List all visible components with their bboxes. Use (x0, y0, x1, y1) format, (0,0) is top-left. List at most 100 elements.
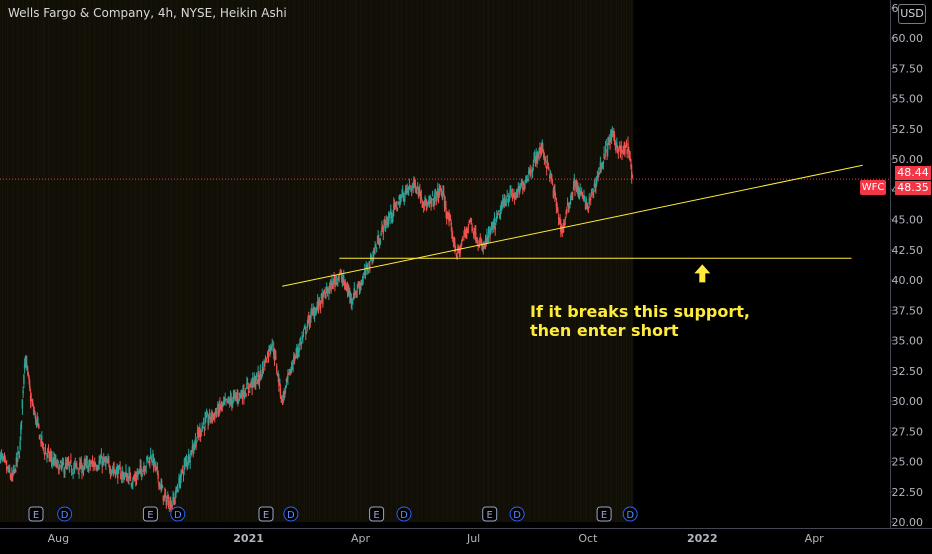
candle-body (546, 166, 548, 170)
candle-body (460, 245, 462, 250)
candle-body (425, 200, 427, 204)
candle-body (21, 399, 24, 409)
candle-body (361, 282, 364, 284)
candle-body (392, 213, 394, 217)
candle-body (19, 441, 21, 450)
candle-body (11, 473, 13, 477)
candle-body (387, 220, 389, 222)
candle-body (349, 292, 352, 297)
candle-body (294, 357, 296, 359)
y-tick-label: 50.00 (892, 153, 924, 166)
candle-body (174, 496, 176, 498)
earnings-marker-label: E (601, 510, 607, 521)
candle-body (569, 201, 572, 205)
candle-body (188, 456, 191, 462)
candle-body (252, 376, 254, 384)
candle-body (43, 448, 45, 450)
candle-body (538, 148, 540, 155)
candle-body (461, 239, 464, 242)
candle-body (182, 474, 185, 476)
candle-body (150, 458, 153, 460)
candle-body (582, 196, 584, 198)
candle-body (296, 351, 299, 353)
candle-body (307, 318, 309, 322)
candle-body (439, 187, 441, 189)
candle-body (41, 441, 44, 447)
candle-body (88, 460, 91, 462)
candle-body (428, 201, 431, 203)
candle-body (153, 459, 156, 463)
candle-body (264, 357, 267, 362)
currency-button[interactable]: USD (898, 4, 926, 24)
candle-body (266, 361, 268, 363)
candle-body (610, 133, 613, 138)
candle-body (252, 378, 255, 381)
candle-body (513, 196, 516, 199)
candle-body (602, 161, 605, 165)
candle-body (131, 483, 133, 485)
candle-body (432, 198, 434, 200)
candle-body (478, 245, 480, 247)
candle-body (14, 465, 16, 468)
candle-body (259, 371, 261, 378)
candle-body (423, 204, 426, 206)
candle-body (522, 186, 524, 190)
candle-body (444, 202, 446, 205)
candle-body (64, 470, 66, 474)
candle-body (126, 476, 128, 482)
candle-body (8, 467, 10, 471)
candle-body (491, 227, 493, 230)
candle-body (86, 461, 88, 463)
candle-body (597, 175, 599, 178)
candle-body (554, 197, 557, 199)
candle-body (272, 341, 274, 343)
candle-body (183, 464, 185, 469)
candle-body (554, 190, 556, 196)
candle-body (378, 243, 381, 246)
annotation-lines (0, 164, 890, 287)
candle-body (118, 466, 120, 468)
candle-body (530, 173, 532, 175)
candle-body (89, 463, 91, 466)
candle-body (394, 203, 396, 205)
candle-body (132, 476, 135, 479)
candle-body (470, 219, 473, 223)
candle-body (440, 190, 442, 192)
candle-body (487, 231, 490, 238)
candle-body (303, 328, 305, 330)
candle-body (299, 341, 302, 343)
candle-body (345, 286, 347, 290)
candle-body (419, 196, 422, 200)
candle-body (598, 168, 600, 172)
candle-body (237, 396, 239, 401)
candle-body (20, 420, 23, 423)
candle-body (513, 193, 515, 195)
candle-body (293, 356, 295, 363)
candle-body (476, 240, 478, 244)
candle-body (129, 476, 132, 481)
candle-body (114, 470, 116, 472)
candle-body (565, 211, 567, 214)
candle-body (9, 468, 11, 473)
candle-body (182, 470, 184, 473)
y-tick-label: 60.00 (892, 32, 924, 45)
candle-body (243, 391, 245, 398)
candle-body (599, 161, 602, 170)
candle-body (334, 279, 337, 284)
candle-body (603, 153, 605, 159)
candle-body (253, 378, 255, 381)
candle-body (71, 472, 73, 474)
annotation-line-1: If it breaks this support, (530, 302, 750, 321)
candle-body (434, 194, 436, 199)
earnings-marker (596, 506, 612, 522)
candle-body (306, 326, 308, 329)
candle-body (145, 466, 147, 468)
candle-body (100, 460, 102, 462)
candle-body (98, 460, 100, 464)
candle-body (124, 473, 126, 477)
candle-body (548, 168, 550, 171)
candle-body (561, 231, 563, 233)
candle-body (311, 310, 313, 312)
